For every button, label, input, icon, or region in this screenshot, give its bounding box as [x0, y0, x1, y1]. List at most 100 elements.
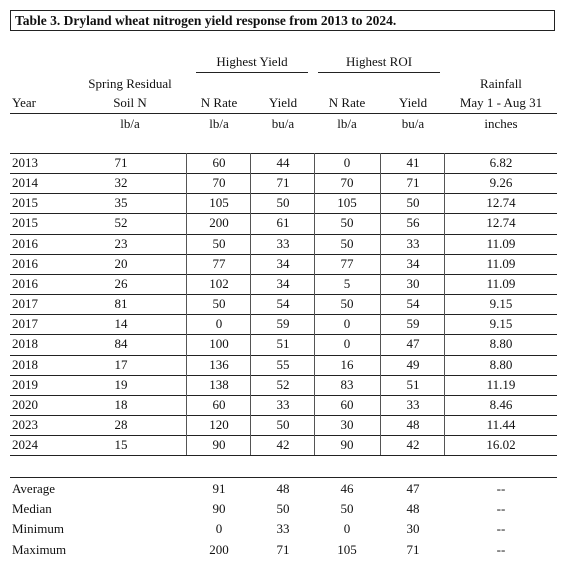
- unit-rainfall: inches: [484, 116, 518, 131]
- cell-hy-yield: 33: [276, 236, 290, 251]
- cell-hy-n-rate: 50: [212, 296, 226, 311]
- summary-rainfall: --: [496, 501, 506, 516]
- unit-yield-yield: bu/a: [271, 116, 295, 131]
- row-gridline: [10, 193, 557, 194]
- summary-hy-yield: 33: [276, 521, 290, 536]
- table-row: 2014 32 70 71 70 71 9.26: [0, 173, 572, 193]
- cell-hy-yield: 59: [276, 316, 290, 331]
- summary-roi-n-rate: 50: [340, 501, 354, 516]
- cell-rainfall: 11.09: [486, 236, 516, 251]
- cell-rainfall: 9.26: [489, 175, 513, 190]
- cell-year: 2016: [12, 276, 38, 291]
- summary-roi-yield: 47: [406, 481, 420, 496]
- summary-hy-n-rate: 0: [215, 521, 223, 536]
- cell-soil-n: 20: [114, 256, 128, 271]
- cell-rainfall: 16.02: [486, 437, 516, 452]
- cell-year: 2013: [12, 155, 38, 170]
- table-row: 2019 19 138 52 83 51 11.19: [0, 375, 572, 395]
- cell-roi-n-rate: 60: [340, 397, 354, 412]
- cell-roi-n-rate: 50: [340, 236, 354, 251]
- cell-roi-yield: 30: [406, 276, 420, 291]
- cell-soil-n: 71: [114, 155, 128, 170]
- row-gridline: [10, 254, 557, 255]
- cell-year: 2018: [12, 357, 38, 372]
- cell-roi-n-rate: 0: [343, 316, 351, 331]
- cell-hy-n-rate: 138: [209, 377, 229, 392]
- summary-rainfall: --: [496, 521, 506, 536]
- cell-rainfall: 8.46: [489, 397, 513, 412]
- cell-soil-n: 26: [114, 276, 128, 291]
- table-row: 2018 84 100 51 0 47 8.80: [0, 334, 572, 354]
- summary-label: Maximum: [12, 542, 67, 557]
- cell-roi-yield: 48: [406, 417, 420, 432]
- row-gridline: [10, 314, 557, 315]
- row-gridline: [10, 294, 557, 295]
- cell-year: 2020: [12, 397, 38, 412]
- summary-hy-n-rate: 200: [209, 542, 229, 557]
- column-gridline: [250, 153, 251, 455]
- cell-soil-n: 15: [114, 437, 128, 452]
- summary-roi-n-rate: 0: [343, 521, 351, 536]
- unit-n-rate-roi: lb/a: [337, 116, 357, 131]
- summary-hy-yield: 71: [276, 542, 290, 557]
- unit-yield-roi: bu/a: [401, 116, 425, 131]
- cell-soil-n: 84: [114, 336, 128, 351]
- cell-soil-n: 18: [114, 397, 128, 412]
- cell-year: 2014: [12, 175, 38, 190]
- cell-hy-n-rate: 100: [209, 336, 229, 351]
- cell-roi-yield: 54: [406, 296, 420, 311]
- table-row: 2018 17 136 55 16 49 8.80: [0, 355, 572, 375]
- cell-roi-yield: 49: [406, 357, 420, 372]
- cell-year: 2015: [12, 215, 38, 230]
- cell-roi-n-rate: 0: [343, 155, 351, 170]
- summary-rule: [10, 477, 557, 478]
- cell-hy-n-rate: 0: [215, 316, 223, 331]
- cell-roi-yield: 42: [406, 437, 420, 452]
- cell-roi-yield: 56: [406, 215, 420, 230]
- unit-soil-n: lb/a: [120, 116, 140, 131]
- header-rainfall-line2: May 1 - Aug 31: [459, 95, 543, 110]
- row-gridline: [10, 234, 557, 235]
- cell-rainfall: 8.80: [489, 336, 513, 351]
- cell-year: 2017: [12, 296, 38, 311]
- table-row: 2020 18 60 33 60 33 8.46: [0, 395, 572, 415]
- row-gridline: [10, 395, 557, 396]
- cell-hy-n-rate: 50: [212, 236, 226, 251]
- summary-row: Average 91 48 46 47 --: [0, 479, 572, 499]
- cell-soil-n: 17: [114, 357, 128, 372]
- summary-label: Median: [12, 501, 52, 516]
- cell-hy-n-rate: 102: [209, 276, 229, 291]
- cell-roi-n-rate: 83: [340, 377, 354, 392]
- cell-hy-yield: 50: [276, 195, 290, 210]
- summary-label: Average: [12, 481, 56, 496]
- column-gridline: [380, 153, 381, 455]
- cell-rainfall: 9.15: [489, 316, 513, 331]
- table-row: 2013 71 60 44 0 41 6.82: [0, 153, 572, 173]
- cell-roi-n-rate: 50: [340, 296, 354, 311]
- header-yield-yield: Yield: [268, 95, 298, 110]
- summary-hy-n-rate: 91: [212, 481, 226, 496]
- cell-roi-yield: 41: [406, 155, 420, 170]
- cell-roi-n-rate: 50: [340, 215, 354, 230]
- row-gridline: [10, 213, 557, 214]
- header-rule: [10, 113, 557, 114]
- summary-roi-n-rate: 105: [337, 542, 357, 557]
- cell-roi-n-rate: 30: [340, 417, 354, 432]
- cell-soil-n: 52: [114, 215, 128, 230]
- cell-hy-yield: 71: [276, 175, 290, 190]
- cell-hy-yield: 55: [276, 357, 290, 372]
- group-underline-roi: [318, 72, 440, 73]
- cell-year: 2018: [12, 336, 38, 351]
- cell-rainfall: 12.74: [486, 215, 516, 230]
- row-gridline: [10, 334, 557, 335]
- cell-year: 2017: [12, 316, 38, 331]
- cell-hy-yield: 51: [276, 336, 290, 351]
- cell-hy-n-rate: 105: [209, 195, 229, 210]
- table-row: 2015 52 200 61 50 56 12.74: [0, 213, 572, 233]
- cell-soil-n: 81: [114, 296, 128, 311]
- row-gridline: [10, 455, 557, 456]
- cell-year: 2024: [12, 437, 38, 452]
- cell-soil-n: 35: [114, 195, 128, 210]
- summary-rainfall: --: [496, 481, 506, 496]
- row-gridline: [10, 274, 557, 275]
